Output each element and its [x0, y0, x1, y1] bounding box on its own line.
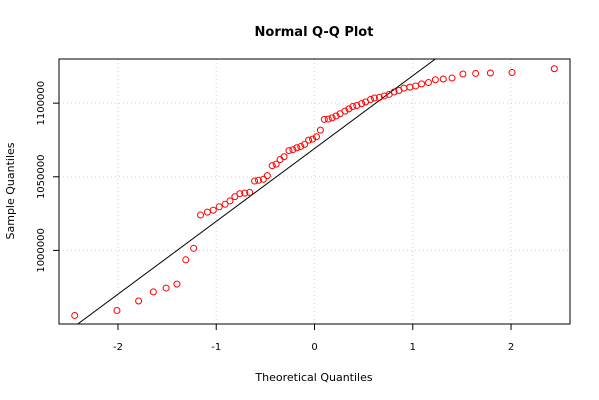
- data-point: [431, 76, 439, 84]
- data-point: [508, 69, 516, 77]
- data-point: [263, 172, 271, 180]
- data-point: [259, 175, 267, 183]
- data-point: [312, 133, 320, 141]
- data-point: [341, 107, 349, 115]
- data-point: [367, 95, 375, 103]
- x-axis-title: Theoretical Quantiles: [254, 371, 372, 384]
- data-point: [459, 70, 467, 78]
- data-point: [418, 80, 426, 88]
- data-point: [231, 193, 239, 201]
- chart-title: Normal Q-Q Plot: [255, 25, 374, 40]
- data-point: [280, 153, 288, 161]
- data-point: [251, 177, 259, 185]
- reference-line: [76, 59, 437, 324]
- data-point: [358, 100, 366, 108]
- data-point: [236, 190, 244, 198]
- data-point: [215, 203, 223, 211]
- data-point: [424, 79, 432, 87]
- data-point: [301, 140, 309, 148]
- y-tick-label: 1050000: [36, 155, 47, 200]
- data-point: [412, 82, 420, 90]
- data-point: [293, 144, 301, 152]
- data-point: [332, 112, 340, 120]
- data-point: [550, 65, 558, 73]
- data-point: [439, 75, 447, 83]
- x-tick-label: 2: [508, 342, 514, 353]
- data-point: [486, 69, 494, 77]
- x-tick-label: -2: [113, 342, 123, 353]
- data-point: [448, 74, 456, 82]
- data-point: [305, 136, 313, 144]
- y-axis-title: Sample Quantiles: [4, 142, 17, 239]
- data-point: [309, 135, 317, 143]
- data-point: [254, 176, 262, 184]
- y-tick-label: 1100000: [36, 81, 47, 126]
- data-point: [190, 244, 198, 252]
- x-axis: -2 -1 0 1 2: [113, 324, 514, 353]
- data-point: [375, 93, 383, 101]
- data-point: [182, 256, 190, 264]
- data-point: [268, 162, 276, 170]
- data-point: [349, 103, 357, 111]
- data-point: [289, 146, 297, 154]
- y-axis: 1000000 1050000 1100000: [36, 81, 59, 273]
- data-points: [71, 65, 558, 319]
- data-point: [226, 197, 234, 205]
- data-point: [390, 88, 398, 96]
- y-tick-label: 1000000: [36, 228, 47, 273]
- data-point: [285, 147, 293, 155]
- reference-line-layer: [76, 59, 437, 324]
- data-point: [113, 306, 121, 314]
- data-point: [406, 83, 414, 91]
- data-point: [320, 115, 328, 123]
- data-point: [324, 115, 332, 123]
- data-point: [297, 142, 305, 150]
- data-point: [272, 160, 280, 168]
- data-point: [71, 311, 79, 319]
- data-point: [328, 114, 336, 122]
- x-tick-label: 1: [410, 342, 416, 353]
- data-point: [472, 69, 480, 77]
- data-point: [221, 200, 229, 208]
- data-point: [162, 284, 170, 292]
- data-point: [209, 206, 217, 214]
- data-point: [203, 208, 211, 216]
- data-point: [149, 288, 157, 296]
- data-point: [400, 84, 408, 92]
- x-tick-label: -1: [211, 342, 221, 353]
- data-point: [197, 211, 205, 219]
- data-point: [241, 189, 249, 197]
- data-point: [246, 188, 254, 196]
- data-point: [135, 297, 143, 305]
- x-tick-label: 0: [311, 342, 317, 353]
- data-point: [380, 92, 388, 100]
- data-point: [316, 126, 324, 134]
- gridlines: [59, 59, 570, 324]
- data-point: [370, 94, 378, 102]
- data-point: [345, 105, 353, 113]
- data-point: [173, 280, 181, 288]
